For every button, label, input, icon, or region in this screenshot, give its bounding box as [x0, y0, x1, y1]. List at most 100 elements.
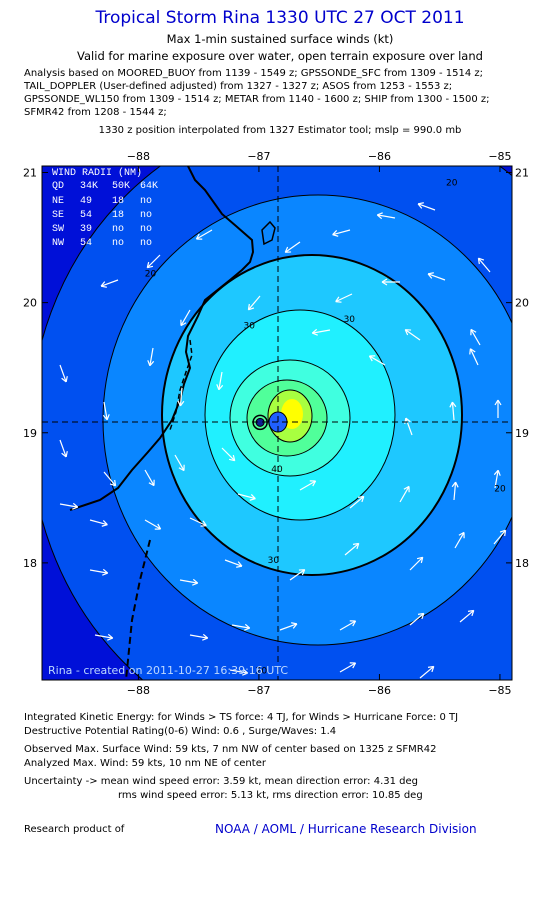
wind-arrow: [494, 399, 502, 418]
belize-coast: [125, 539, 151, 680]
analyzed-max-line: Analyzed Max. Wind: 59 kts, 10 nm NE of …: [24, 758, 266, 769]
plot-area: 20 20 30 30 40 30 20 20 WIND RADII (NM) QD 34K 50…: [42, 166, 512, 680]
wind-arrow: [427, 272, 446, 281]
wind-radii-header: 50K: [112, 181, 130, 192]
uncertainty-line-2: rms wind speed error: 5.13 kt, rms direc…: [118, 790, 423, 801]
wind-arrow: [477, 257, 491, 273]
contour-label: 30: [268, 556, 280, 566]
wind-arrow: [189, 633, 209, 641]
contour-label: 30: [344, 315, 356, 325]
wind-radii-cell: NW: [52, 238, 64, 249]
wind-arrow: [417, 202, 436, 211]
chart-title: Tropical Storm Rina 1330 UTC 27 OCT 2011: [95, 8, 465, 28]
wind-arrow: [284, 241, 301, 253]
wind-radii-header: 34K: [80, 181, 98, 192]
wind-arrow: [419, 665, 435, 679]
contour-label: 20: [446, 179, 458, 189]
y-tick-label-right: 18: [515, 557, 529, 570]
wind-arrow: [344, 542, 360, 556]
coastline: [69, 166, 276, 680]
wind-arrow: [100, 279, 119, 288]
wind-arrow: [279, 622, 298, 631]
wind-arrow: [144, 519, 162, 530]
wind-arrow: [459, 609, 475, 623]
wind-arrow: [335, 293, 353, 303]
wind-radii-cell: no: [140, 224, 152, 235]
x-tick-label-top: −85: [488, 150, 511, 163]
wind-arrow: [195, 229, 213, 240]
contour-label: 20: [494, 484, 506, 494]
contour-label: 40: [271, 465, 283, 475]
y-tick-label-right: 21: [515, 167, 529, 180]
wind-field-map: 20 20 30 30 40 30 20 20 WIND RADII (NM) QD 34K 50…: [23, 150, 529, 697]
wind-arrow: [59, 364, 68, 383]
wind-radii-header: QD: [52, 181, 64, 192]
plot-frame: [41, 165, 513, 681]
x-tick-label-bottom: −86: [368, 684, 391, 697]
wind-arrow: [231, 623, 251, 631]
x-tick-label-top: −86: [368, 150, 391, 163]
wind-radii-cell: SW: [52, 224, 64, 235]
wind-arrow: [59, 502, 79, 510]
y-tick-label-left: 20: [23, 297, 37, 310]
contour-label: 30: [244, 322, 256, 332]
wind-radii-cell: no: [112, 238, 124, 249]
wind-arrow: [404, 417, 413, 436]
cozumel-island: [261, 220, 276, 246]
wind-arrow: [189, 517, 207, 527]
wind-radii-cell: NE: [52, 196, 64, 207]
wind-arrow: [247, 295, 261, 311]
wind-arrow: [174, 454, 185, 472]
wind-arrow: [454, 531, 465, 549]
contour-label: 20: [256, 666, 268, 676]
x-tick-label-bottom: −88: [127, 684, 150, 697]
chart-subtitle: Max 1-min sustained surface winds (kt): [166, 32, 394, 46]
y-tick-label-right: 19: [515, 427, 529, 440]
y-tick-label-left: 19: [23, 427, 37, 440]
contour-label: 20: [145, 270, 157, 280]
wind-radii-cell: 18: [112, 210, 124, 221]
wind-arrow: [449, 401, 457, 421]
wind-arrow: [102, 401, 110, 421]
wind-arrow: [89, 568, 109, 576]
yucatan-coast: [69, 166, 255, 511]
research-label: Research product of: [24, 824, 125, 835]
x-tick-label-bottom: −85: [488, 684, 511, 697]
wind-arrow: [368, 355, 386, 366]
wind-arrow: [332, 229, 351, 237]
wind-arrow: [177, 387, 185, 407]
wind-arrow: [399, 485, 410, 503]
wind-arrow: [409, 556, 424, 571]
wind-arrow: [404, 329, 421, 341]
analysis-line-4: SFMR42 from 1208 - 1544 z;: [24, 107, 167, 118]
wind-arrow: [339, 620, 357, 631]
wind-radii-table: WIND RADII (NM) QD 34K 50K 64K NE 49 18 no SE 54 1…: [52, 167, 158, 249]
y-tick-label-left: 21: [23, 167, 37, 180]
wind-radii-cell: no: [112, 224, 124, 235]
wind-radii-cell: no: [140, 238, 152, 249]
ike-line: Integrated Kinetic Energy: for Winds > T…: [24, 712, 459, 723]
wind-radii-header: 64K: [140, 181, 158, 192]
wind-arrow: [376, 212, 396, 220]
wind-arrow: [470, 328, 481, 346]
uncertainty-line-1: Uncertainty -> mean wind speed error: 3.…: [24, 776, 419, 787]
x-tick-label-bottom: −87: [247, 684, 270, 697]
wind-radii-cell: no: [140, 196, 152, 207]
noaa-aoml-link[interactable]: NOAA / AOML / Hurricane Research Divisio…: [215, 822, 477, 836]
wind-vectors: [59, 202, 507, 679]
y-tick-label-right: 20: [515, 297, 529, 310]
observed-max-line: Observed Max. Surface Wind: 59 kts, 7 nm…: [24, 744, 437, 755]
wind-arrow: [103, 471, 117, 487]
wind-arrow: [289, 569, 306, 581]
wind-arrow: [94, 633, 114, 641]
wind-arrow: [89, 519, 108, 527]
y-tick-label-left: 18: [23, 557, 37, 570]
analysis-line-3: GPSSONDE_WL150 from 1309 - 1514 z; METAR…: [24, 94, 490, 105]
contour-labels: 20 20 30 30 40 30 20 20: [145, 179, 506, 677]
wind-arrow: [224, 559, 243, 568]
valid-line: Valid for marine exposure over water, op…: [77, 49, 483, 63]
wind-arrow: [409, 612, 425, 626]
wind-arrow: [299, 480, 317, 491]
wind-radii-cell: 49: [80, 196, 92, 207]
wind-arrow: [59, 439, 68, 458]
